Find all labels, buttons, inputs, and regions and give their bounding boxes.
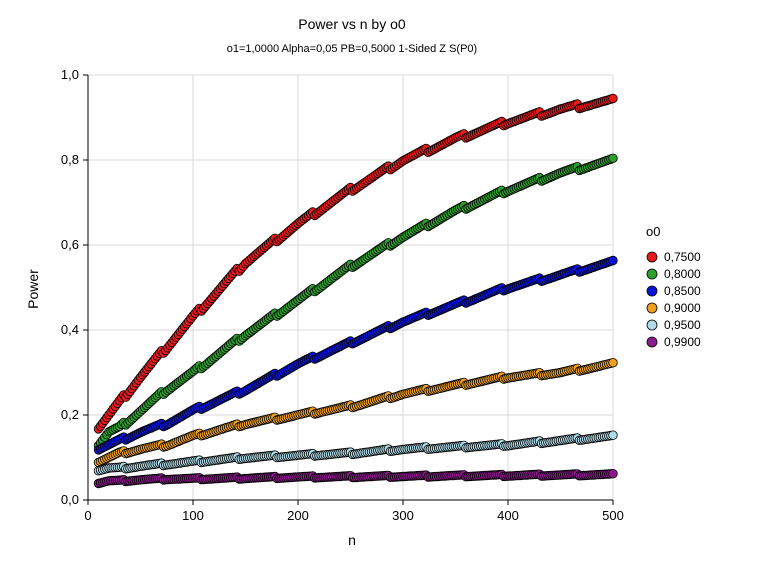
chart-title: Power vs n by o0 — [298, 16, 406, 32]
legend-title: o0 — [646, 224, 660, 239]
x-tick-label: 0 — [84, 508, 91, 523]
x-tick-label: 300 — [392, 508, 414, 523]
legend-label: 0,7500 — [664, 250, 701, 264]
series-0-9900 — [94, 469, 617, 487]
data-points — [94, 94, 617, 488]
x-tick-label: 500 — [602, 508, 624, 523]
legend-swatch — [647, 320, 657, 330]
data-point — [609, 431, 618, 440]
series-0-9500 — [94, 431, 617, 475]
x-tick-label: 200 — [287, 508, 309, 523]
y-tick-label: 0,8 — [61, 152, 79, 167]
y-tick-label: 0,0 — [61, 492, 79, 507]
chart-subtitle: o1=1,0000 Alpha=0,05 PB=0,5000 1-Sided Z… — [227, 43, 477, 55]
legend-swatch — [647, 269, 657, 279]
legend: o0 0,7500 0,8000 0,8500 0,9000 0,9500 0,9900 — [646, 224, 701, 349]
legend-label: 0,9000 — [664, 301, 701, 315]
legend-swatch — [647, 286, 657, 296]
legend-swatch — [647, 303, 657, 313]
y-tick-label: 0,2 — [61, 407, 79, 422]
data-point — [609, 358, 618, 367]
y-tick-label: 1,0 — [61, 67, 79, 82]
legend-swatch — [647, 337, 657, 347]
legend-swatch — [647, 252, 657, 262]
y-axis-label: Power — [25, 269, 41, 309]
y-tick-label: 0,6 — [61, 237, 79, 252]
data-point — [609, 154, 618, 163]
data-point — [609, 94, 618, 103]
data-point — [609, 469, 618, 478]
legend-label: 0,8500 — [664, 284, 701, 298]
y-tick-label: 0,4 — [61, 322, 79, 337]
x-tick-label: 400 — [497, 508, 519, 523]
series-0-8500 — [94, 256, 617, 454]
x-tick-labels: 0 100 200 300 400 500 — [84, 508, 623, 523]
grid-lines — [88, 75, 613, 500]
legend-label: 0,9500 — [664, 318, 701, 332]
data-point — [609, 256, 618, 265]
legend-label: 0,9900 — [664, 335, 701, 349]
x-axis-label: n — [348, 532, 356, 548]
y-tick-labels: 0,0 0,2 0,4 0,6 0,8 1,0 — [61, 67, 79, 507]
x-tick-label: 100 — [182, 508, 204, 523]
legend-label: 0,8000 — [664, 267, 701, 281]
